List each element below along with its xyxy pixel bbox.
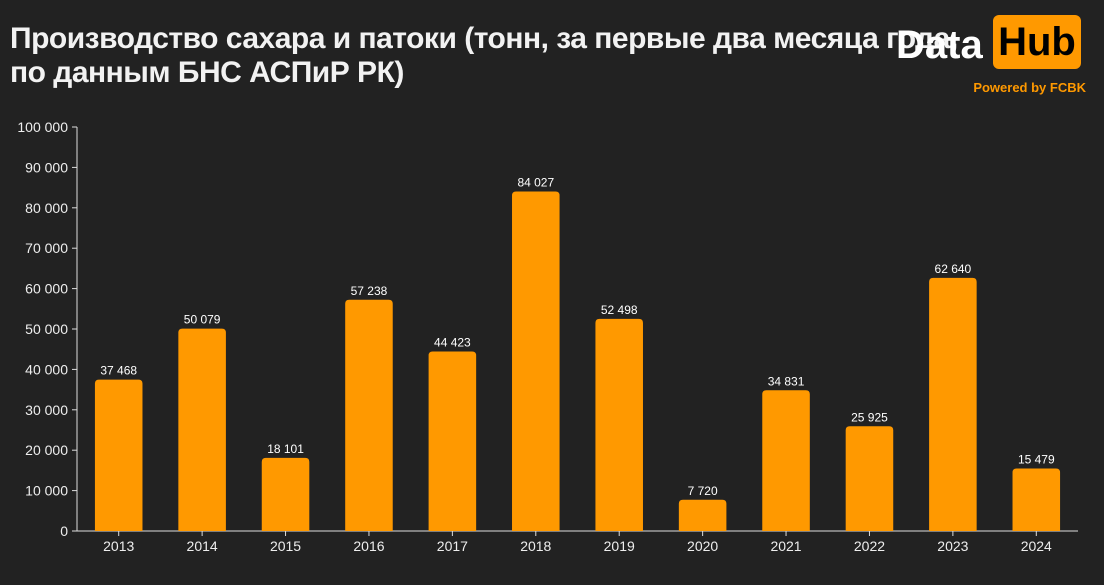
x-tick-label: 2016	[353, 538, 384, 554]
bar-value-label: 25 925	[851, 410, 888, 424]
bar-value-label: 37 468	[100, 364, 137, 378]
x-tick-label: 2018	[520, 538, 551, 554]
x-tick-label: 2015	[270, 538, 301, 554]
bar-2021	[762, 390, 810, 531]
datahub-logo: Data Hub	[896, 15, 1086, 75]
y-tick-label: 40 000	[25, 361, 68, 377]
bar-value-label: 7 720	[688, 484, 718, 498]
x-tick-label: 2017	[437, 538, 468, 554]
chart-title-line-1: Производство сахара и патоки (тонн, за п…	[10, 22, 958, 55]
bar-2022	[845, 426, 894, 531]
powered-by-label: Powered by FCBK	[973, 80, 1086, 95]
bar-value-label: 52 498	[601, 303, 638, 317]
bar-value-label: 62 640	[935, 262, 972, 276]
logo-hub-badge: Hub	[993, 15, 1081, 69]
bar-value-label: 50 079	[184, 313, 221, 327]
bar-2016	[345, 299, 393, 531]
bar-2015	[261, 457, 310, 531]
bar-2019	[595, 318, 643, 531]
y-tick-label: 80 000	[25, 200, 68, 216]
y-tick-label: 50 000	[25, 321, 68, 337]
x-tick-label: 2019	[604, 538, 635, 554]
x-tick-label: 2020	[687, 538, 718, 554]
bar-value-label: 84 027	[517, 176, 554, 190]
y-tick-label: 70 000	[25, 240, 68, 256]
bar-value-label: 57 238	[351, 284, 388, 298]
bar-2024	[1012, 468, 1061, 531]
x-tick-label: 2021	[770, 538, 801, 554]
x-tick-label: 2023	[937, 538, 968, 554]
bar-2020	[678, 499, 727, 531]
y-tick-label: 30 000	[25, 402, 68, 418]
x-tick-label: 2014	[187, 538, 218, 554]
logo-data-text: Data	[896, 23, 983, 67]
x-tick-label: 2013	[103, 538, 134, 554]
bar-2018	[512, 191, 560, 531]
bar-value-label: 34 831	[768, 374, 805, 388]
y-tick-label: 100 000	[17, 119, 68, 135]
bar-2017	[428, 351, 477, 531]
bar-2013	[94, 379, 143, 531]
bar-value-label: 18 101	[267, 442, 304, 456]
y-tick-label: 10 000	[25, 483, 68, 499]
y-tick-label: 90 000	[25, 159, 68, 175]
bar-2023	[929, 277, 977, 531]
bar-value-label: 15 479	[1018, 452, 1055, 466]
bar-value-label: 44 423	[434, 336, 471, 350]
y-tick-label: 20 000	[25, 442, 68, 458]
x-tick-label: 2022	[854, 538, 885, 554]
y-tick-label: 60 000	[25, 281, 68, 297]
chart-title: Производство сахара и патоки (тонн, за п…	[10, 22, 958, 90]
chart-title-line-2: по данным БНС АСПиР РК)	[10, 56, 404, 89]
x-tick-label: 2024	[1021, 538, 1052, 554]
y-tick-label: 0	[60, 523, 68, 539]
bar-2014	[178, 328, 226, 531]
